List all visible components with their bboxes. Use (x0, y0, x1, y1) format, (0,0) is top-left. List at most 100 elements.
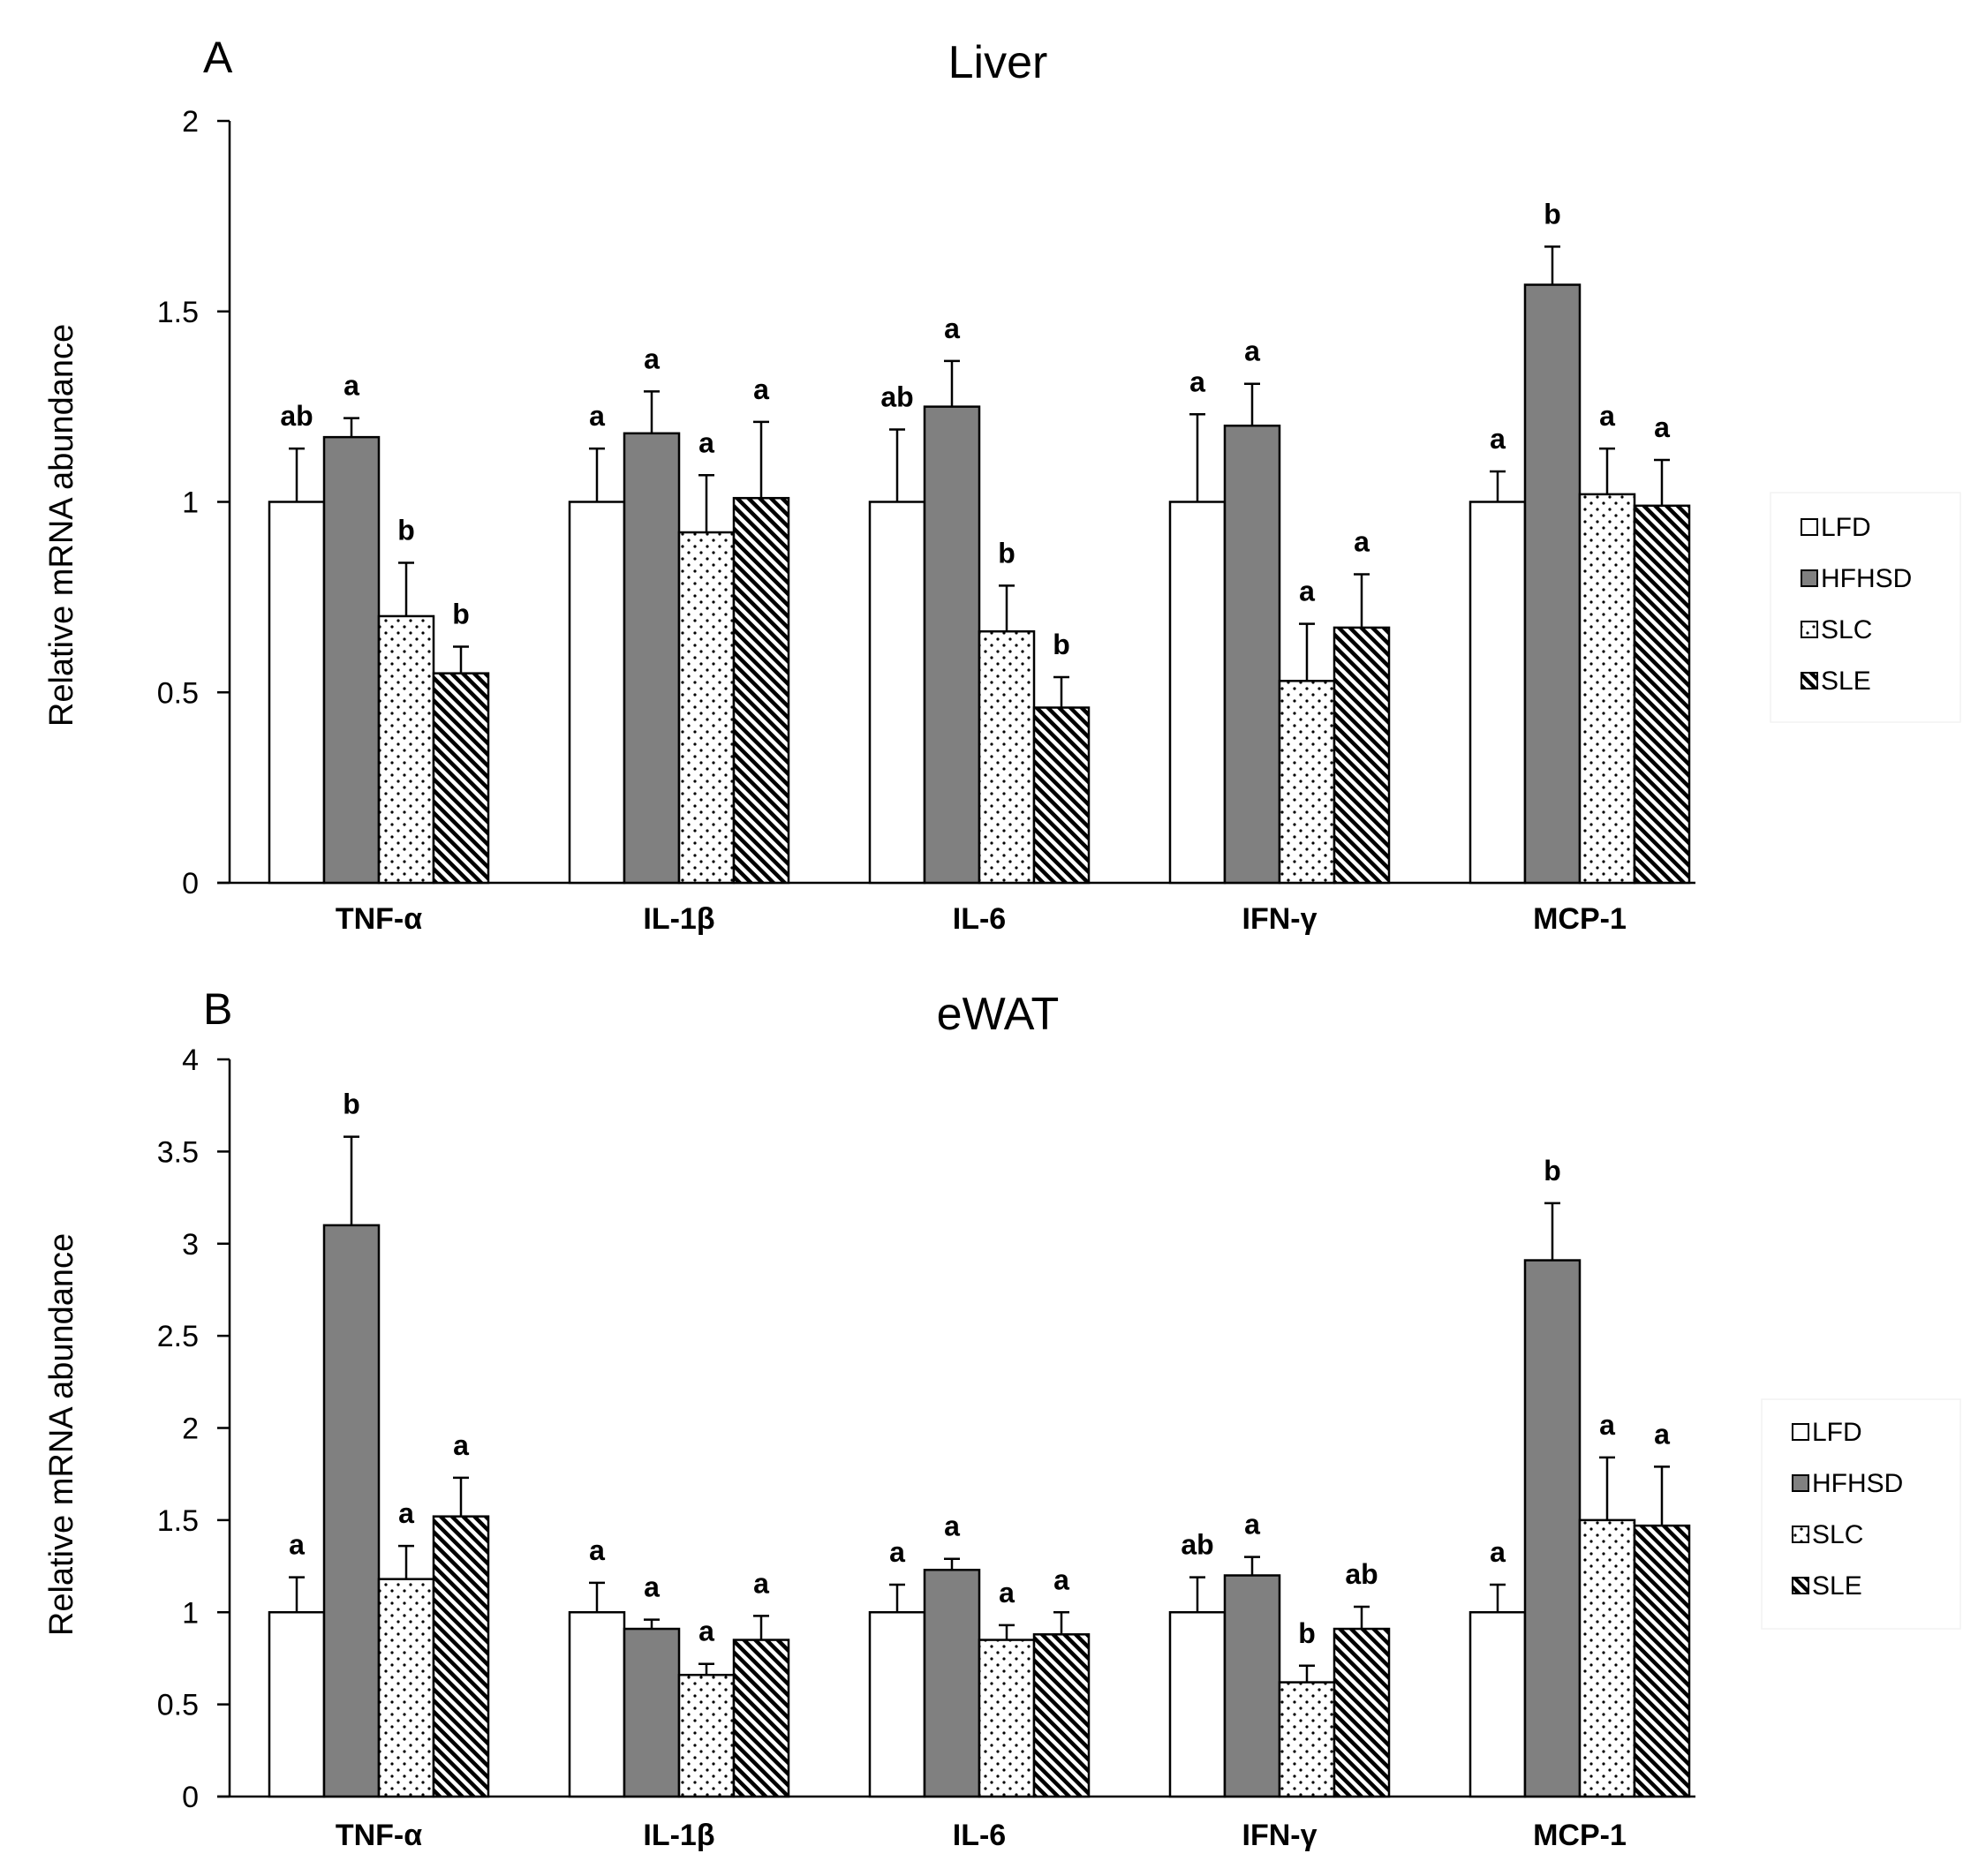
panel-b-significance-label: a (1654, 1418, 1670, 1450)
panel-b-significance-label: a (698, 1616, 714, 1647)
panel-a-y-axis-label: Relative mRNA abundance (43, 324, 80, 727)
panel-a-y-tick-label: 0.5 (157, 676, 199, 710)
panel-b-bar-lfd (568, 1611, 626, 1798)
panel-b-category-label: IL-1β (643, 1819, 714, 1852)
panel-b-significance-label: ab (1181, 1529, 1213, 1561)
panel-a-legend-label-sle: SLE (1821, 667, 1871, 696)
panel-a-legend-swatch-slc (1801, 621, 1818, 638)
panel-a-category-label: TNF-α (336, 902, 422, 936)
panel-a-y-tick-label: 0 (182, 867, 199, 900)
panel-a-significance-label: b (1544, 198, 1561, 230)
panel-b-significance-label: a (1490, 1536, 1506, 1568)
panel-b-significance-label: a (944, 1511, 960, 1542)
panel-a-category-label: IL-1β (643, 902, 714, 936)
panel-b-significance-label: ab (1345, 1558, 1378, 1590)
panel-a-significance-label: a (753, 373, 769, 405)
panel-b-significance-label: a (398, 1497, 414, 1529)
panel-a-bar-hfhsd (923, 405, 981, 885)
panel-b-significance-label: a (753, 1567, 769, 1599)
panel-b-bar-hfhsd (322, 1224, 381, 1798)
panel-a-bar-lfd (268, 501, 326, 885)
panel-a-legend-swatch-hfhsd (1801, 569, 1818, 587)
panel-a-x-axis-labels: TNF-α IL-1β IL-6 IFN-γ MCP-1 (336, 902, 1627, 936)
panel-a-significance-label: a (1189, 365, 1205, 397)
panel-b-bar-hfhsd (923, 1568, 981, 1798)
panel-b-bar-sle (732, 1639, 790, 1798)
panel-a-chart: A Liver Relative mRNA abundance 0 0.5 1 1.5… (43, 33, 1695, 936)
panel-b-legend-swatch-lfd (1792, 1423, 1809, 1441)
panel-a-y-tick-label: 2 (182, 105, 199, 139)
panel-b-category-label: IL-6 (953, 1819, 1006, 1852)
panel-b-letter: B (203, 984, 232, 1034)
panel-b-significance-label: a (889, 1536, 905, 1568)
panel-a-bar-hfhsd (623, 432, 681, 885)
panel-a-bar-lfd (1468, 501, 1527, 885)
panel-b-significance-label: a (289, 1529, 305, 1561)
panel-b-y-tick-label: 1.5 (157, 1504, 199, 1538)
panel-a-legend-label-lfd: LFD (1821, 513, 1871, 542)
panel-b-category-label: TNF-α (336, 1819, 422, 1852)
panel-a-significance-label: a (644, 343, 660, 374)
panel-b-category-label: MCP-1 (1533, 1819, 1627, 1852)
panel-a-legend-swatch-lfd (1801, 518, 1818, 536)
panel-a-y-tick-label: 1 (182, 486, 199, 520)
panel-a-significance-label: a (1654, 411, 1670, 443)
panel-a-category-label: IL-6 (953, 902, 1006, 936)
panel-b-y-tick-label: 0.5 (157, 1689, 199, 1722)
panel-a-legend-swatch-sle (1801, 672, 1818, 689)
panel-a-significance-label: a (698, 426, 714, 458)
panel-a-bar-slc (1578, 493, 1636, 885)
panel-a-bar-lfd (868, 501, 926, 885)
panel-b-bar-lfd (1468, 1611, 1527, 1798)
panel-b-legend: LFD HFHSD SLC SLE (1761, 1398, 1961, 1630)
panel-a-bar-slc (1278, 680, 1336, 885)
panel-b-bar-hfhsd (1223, 1574, 1281, 1798)
panel-a-significance-label: b (397, 515, 415, 546)
panel-b-legend-label-hfhsd: HFHSD (1812, 1469, 1903, 1498)
panel-a-bar-sle (1032, 706, 1091, 885)
panel-b-bar-hfhsd (1523, 1259, 1582, 1798)
panel-b-significance-label: a (1053, 1563, 1069, 1595)
panel-b-bar-slc (978, 1639, 1036, 1798)
panel-b-y-tick-label: 3 (182, 1228, 199, 1262)
panel-a-significance-label: ab (280, 400, 313, 432)
panel-b-y-tick-label: 2 (182, 1413, 199, 1446)
panel-a-legend-label-slc: SLC (1821, 615, 1872, 644)
panel-a-bar-sle (732, 496, 790, 885)
panel-b-bar-lfd (268, 1611, 326, 1798)
panel-b-chart: B eWAT Relative mRNA abundance 0 0.5 1 1.5 2… (43, 984, 1695, 1852)
panel-b-y-tick-label: 0 (182, 1781, 199, 1814)
panel-a-significance-label: a (1354, 525, 1370, 557)
panel-a-category-label: IFN-γ (1242, 902, 1317, 936)
panel-a-category-label: MCP-1 (1533, 902, 1627, 936)
panel-b-y-axis-label: Relative mRNA abundance (43, 1233, 80, 1636)
panel-b-legend-label-slc: SLC (1812, 1520, 1863, 1549)
panel-b-significance-label: a (1244, 1509, 1260, 1541)
panel-b-significance-label: a (999, 1577, 1015, 1609)
panel-a-significance-label: b (998, 537, 1015, 569)
panel-b-x-axis-labels: TNF-α IL-1β IL-6 IFN-γ MCP-1 (336, 1819, 1627, 1852)
panel-a-bar-hfhsd (1523, 283, 1582, 885)
panel-b-bar-slc (377, 1578, 435, 1798)
panel-a-significance-label: a (1299, 576, 1315, 607)
panel-b-bar-sle (1633, 1524, 1691, 1798)
panel-b-bar-slc (677, 1673, 736, 1798)
panel-b-category-label: IFN-γ (1242, 1819, 1317, 1852)
panel-a-significance-label: a (944, 313, 960, 344)
panel-b-y-tick-label: 1 (182, 1596, 199, 1630)
panel-b-significance-label: b (343, 1089, 360, 1120)
panel-a-bar-sle (1633, 504, 1691, 885)
panel-a-title: Liver (948, 37, 1048, 88)
panel-b-bar-slc (1278, 1681, 1336, 1798)
panel-a-significance-label: b (1053, 629, 1070, 660)
panel-b-y-tick-label: 2.5 (157, 1320, 199, 1353)
panel-a-bar-hfhsd (1223, 424, 1281, 885)
panel-b-bar-hfhsd (623, 1627, 681, 1798)
panel-a-y-tick-label: 1.5 (157, 296, 199, 329)
panel-a-significance-label: a (1490, 423, 1506, 455)
panel-b-bar-slc (1578, 1518, 1636, 1798)
panel-a-significance-label: a (1244, 335, 1260, 367)
panel-b-y-tick-label: 3.5 (157, 1135, 199, 1169)
panel-a-significance-label: a (589, 400, 605, 432)
